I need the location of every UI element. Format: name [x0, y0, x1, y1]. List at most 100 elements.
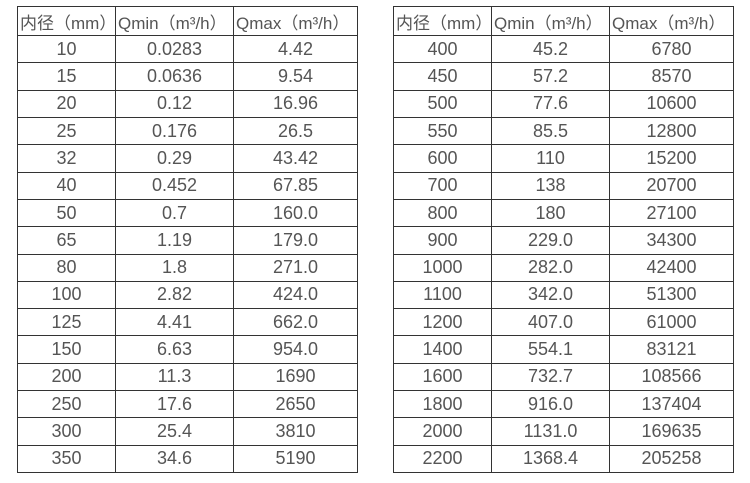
cell-qmin: 17.6 [115, 390, 234, 419]
cell-diameter: 1800 [393, 390, 492, 419]
cell-qmax: 4.42 [233, 34, 358, 64]
cell-diameter: 500 [393, 89, 492, 118]
cell-diameter: 20 [17, 89, 116, 118]
cell-qmax: 424.0 [233, 280, 358, 310]
cell-qmin: 180 [491, 198, 610, 228]
cell-qmin: 1.19 [115, 226, 234, 255]
cell-qmax: 15200 [609, 144, 734, 173]
col-header-diameter: 内径（mm） [17, 6, 116, 36]
cell-diameter: 2200 [393, 444, 492, 474]
col-header-qmin: Qmin（m³/h） [491, 6, 610, 36]
table-row: 1400 554.1 83121 [393, 335, 734, 364]
table-row: 300 25.4 3810 [17, 417, 358, 446]
cell-qmax: 1690 [233, 362, 358, 392]
cell-qmax: 9.54 [233, 62, 358, 91]
cell-qmax: 271.0 [233, 253, 358, 282]
cell-qmin: 342.0 [491, 280, 610, 310]
cell-qmin: 229.0 [491, 226, 610, 255]
table-row: 2000 1131.0 169635 [393, 417, 734, 446]
cell-qmin: 6.63 [115, 335, 234, 364]
table-row: 1600 732.7 108566 [393, 362, 734, 392]
table-row: 250 17.6 2650 [17, 390, 358, 419]
cell-diameter: 1400 [393, 335, 492, 364]
cell-diameter: 25 [17, 116, 116, 146]
cell-qmax: 67.85 [233, 171, 358, 200]
cell-qmax: 169635 [609, 417, 734, 446]
cell-qmax: 83121 [609, 335, 734, 364]
cell-qmin: 110 [491, 144, 610, 173]
cell-qmin: 1368.4 [491, 444, 610, 474]
cell-qmax: 27100 [609, 198, 734, 228]
table-row: 1000 282.0 42400 [393, 253, 734, 282]
cell-diameter: 250 [17, 390, 116, 419]
table-row: 15 0.0636 9.54 [17, 62, 358, 91]
table-row: 65 1.19 179.0 [17, 226, 358, 255]
cell-diameter: 700 [393, 171, 492, 200]
col-header-qmin: Qmin（m³/h） [115, 6, 234, 36]
cell-qmin: 732.7 [491, 362, 610, 392]
table-header-row: 内径（mm） Qmin（m³/h） Qmax（m³/h） [17, 6, 358, 36]
cell-qmin: 34.6 [115, 444, 234, 474]
cell-qmin: 0.7 [115, 198, 234, 228]
cell-diameter: 200 [17, 362, 116, 392]
table-row: 1100 342.0 51300 [393, 280, 734, 310]
table-row: 10 0.0283 4.42 [17, 34, 358, 64]
cell-diameter: 32 [17, 144, 116, 173]
table-row: 32 0.29 43.42 [17, 144, 358, 173]
cell-qmax: 2650 [233, 390, 358, 419]
cell-qmin: 11.3 [115, 362, 234, 392]
cell-qmax: 954.0 [233, 335, 358, 364]
cell-qmin: 1131.0 [491, 417, 610, 446]
cell-qmax: 160.0 [233, 198, 358, 228]
table-row: 450 57.2 8570 [393, 62, 734, 91]
cell-qmax: 51300 [609, 280, 734, 310]
cell-qmin: 0.176 [115, 116, 234, 146]
cell-qmax: 10600 [609, 89, 734, 118]
cell-qmin: 2.82 [115, 280, 234, 310]
table-row: 600 110 15200 [393, 144, 734, 173]
cell-qmax: 5190 [233, 444, 358, 474]
cell-qmax: 108566 [609, 362, 734, 392]
cell-diameter: 400 [393, 34, 492, 64]
cell-qmin: 282.0 [491, 253, 610, 282]
flow-table-large-diameters: 内径（mm） Qmin（m³/h） Qmax（m³/h） 400 45.2 6780… [393, 6, 734, 474]
cell-qmin: 138 [491, 171, 610, 200]
table-row: 800 180 27100 [393, 198, 734, 228]
cell-diameter: 10 [17, 34, 116, 64]
cell-diameter: 450 [393, 62, 492, 91]
cell-qmax: 43.42 [233, 144, 358, 173]
cell-diameter: 300 [17, 417, 116, 446]
cell-diameter: 50 [17, 198, 116, 228]
cell-qmax: 34300 [609, 226, 734, 255]
cell-qmax: 205258 [609, 444, 734, 474]
cell-diameter: 125 [17, 308, 116, 337]
cell-qmax: 6780 [609, 34, 734, 64]
cell-qmin: 57.2 [491, 62, 610, 91]
cell-qmin: 0.452 [115, 171, 234, 200]
flow-table-small-diameters: 内径（mm） Qmin（m³/h） Qmax（m³/h） 10 0.0283 4.4… [17, 6, 358, 474]
table-row: 2200 1368.4 205258 [393, 444, 734, 474]
cell-qmax: 16.96 [233, 89, 358, 118]
table-row: 100 2.82 424.0 [17, 280, 358, 310]
cell-qmin: 85.5 [491, 116, 610, 146]
cell-diameter: 350 [17, 444, 116, 474]
cell-diameter: 550 [393, 116, 492, 146]
table-body: 10 0.0283 4.42 15 0.0636 9.54 20 0.12 16.96 25 0.1… [17, 34, 358, 474]
cell-diameter: 800 [393, 198, 492, 228]
cell-qmin: 45.2 [491, 34, 610, 64]
cell-diameter: 2000 [393, 417, 492, 446]
table-header-row: 内径（mm） Qmin（m³/h） Qmax（m³/h） [393, 6, 734, 36]
table-row: 20 0.12 16.96 [17, 89, 358, 118]
cell-qmin: 554.1 [491, 335, 610, 364]
table-row: 1800 916.0 137404 [393, 390, 734, 419]
table-row: 550 85.5 12800 [393, 116, 734, 146]
cell-qmax: 61000 [609, 308, 734, 337]
table-row: 350 34.6 5190 [17, 444, 358, 474]
cell-qmax: 12800 [609, 116, 734, 146]
cell-diameter: 600 [393, 144, 492, 173]
cell-diameter: 1600 [393, 362, 492, 392]
table-body: 400 45.2 6780 450 57.2 8570 500 77.6 10600 550 85.… [393, 34, 734, 474]
cell-qmin: 0.0283 [115, 34, 234, 64]
cell-qmax: 137404 [609, 390, 734, 419]
cell-diameter: 65 [17, 226, 116, 255]
